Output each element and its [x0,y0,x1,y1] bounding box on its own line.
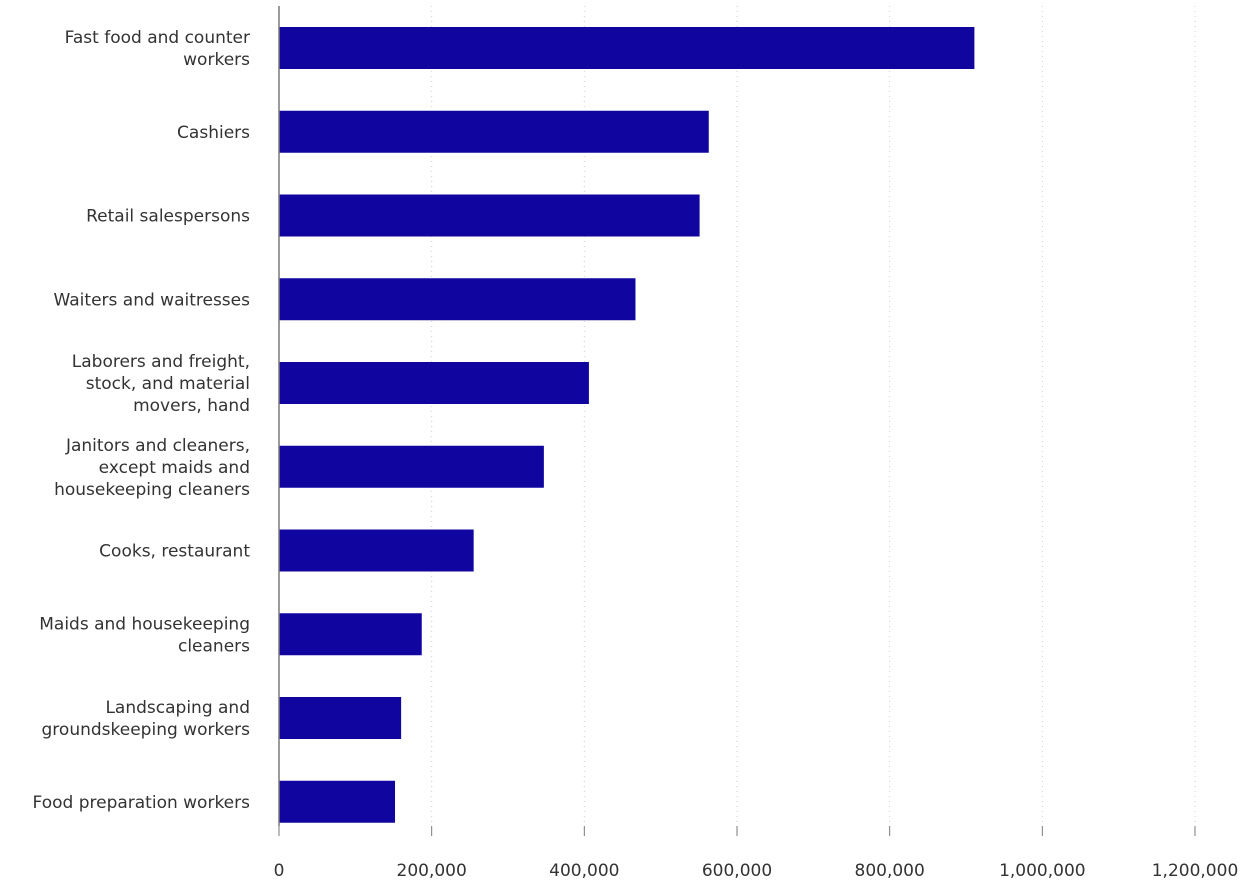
bars [279,27,975,823]
category-label: Waiters and waitresses [54,290,251,310]
category-label: Landscaping and groundskeeping workers [42,698,251,740]
bar [279,697,402,739]
x-tick-label: 200,000 [397,861,467,881]
category-label: Cooks, restaurant [99,542,250,562]
bar [279,110,709,153]
category-label: Retail salespersons [86,207,250,227]
category-labels: Fast food and counter workers Cashiers Reta… [33,28,251,813]
bar [279,362,589,404]
axes: 0 200,000 400,000 600,000 800,000 1,000,000 1,… [274,6,1239,881]
bar [279,27,975,69]
category-label: Janitors and cleaners, except maids and ho… [54,436,250,500]
bar [279,529,474,572]
category-label: Food preparation workers [33,793,251,813]
category-label: Laborers and freight, stock, and material… [72,352,250,416]
category-label: Maids and housekeeping cleaners [39,614,250,656]
bar [279,278,636,321]
gridlines [431,6,1196,826]
bar [279,445,544,488]
x-tick-label: 600,000 [702,861,772,881]
bar [279,613,422,656]
x-tick-label: 1,000,000 [999,861,1086,881]
x-tick-label: 800,000 [855,861,925,881]
x-tick-label: 0 [274,861,285,881]
category-label: Cashiers [177,123,250,143]
category-label: Fast food and counter workers [65,28,250,70]
bar [279,780,396,823]
x-tick-label: 400,000 [549,861,619,881]
x-tick-label: 1,200,000 [1152,861,1239,881]
bar [279,194,700,237]
